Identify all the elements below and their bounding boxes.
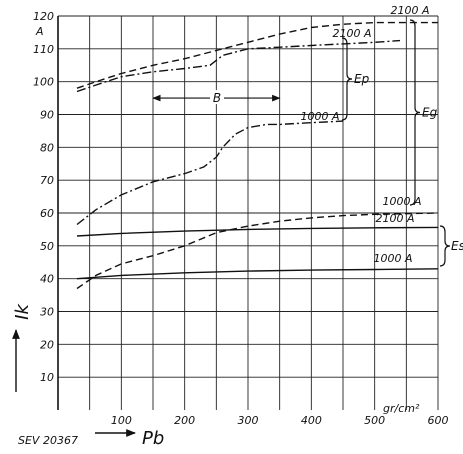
annotations: B Ep Eg Es [152, 19, 463, 267]
x-axis-label: Pb [142, 428, 164, 449]
series-label: 2100 A [390, 4, 429, 17]
y-tick-label: 120 [33, 10, 54, 23]
series-label: 2100 A [332, 27, 371, 40]
series-label: 1000 A [300, 110, 339, 123]
x-tick-label: 500 [364, 414, 385, 427]
y-tick-label: 90 [40, 109, 54, 122]
series-line [76, 268, 439, 280]
ep-label: Ep [354, 72, 370, 86]
y-axis-label: Ik [12, 303, 33, 320]
eg-label: Eg [422, 106, 438, 120]
x-tick-label: 100 [111, 414, 132, 427]
x-tick-label: 600 [428, 414, 449, 427]
x-tick-label: 400 [301, 414, 322, 427]
y-tick-label: 110 [33, 43, 54, 56]
y-axis-title: Ik [12, 303, 33, 392]
brace [409, 19, 421, 206]
series-line [76, 21, 438, 89]
y-tick-label: 30 [40, 306, 54, 319]
y-tick-label: 40 [40, 273, 54, 286]
y-unit-label: A [35, 25, 44, 38]
tick-labels: 10 20 30 40 50 60 70 80 90 100 110 120 100 200 300 400 5… [33, 10, 449, 427]
brace [439, 225, 451, 267]
series-label: 1000 A [373, 252, 412, 265]
series-label: 1000 A [382, 195, 421, 208]
series-line [76, 39, 401, 93]
series-line [76, 120, 344, 226]
brace [341, 37, 353, 121]
figure-id: SEV 20367 [18, 434, 78, 447]
range-label-bg [210, 90, 224, 105]
range-label: B [213, 91, 221, 105]
y-tick-label: 20 [40, 338, 54, 351]
series-label: 2100 A [375, 212, 414, 225]
y-tick-label: 100 [33, 76, 54, 89]
series-line [76, 226, 439, 237]
y-tick-label: 60 [40, 207, 54, 220]
series-lines [76, 21, 439, 290]
y-tick-label: 70 [40, 174, 54, 187]
y-tick-label: 50 [40, 240, 54, 253]
series-line [76, 212, 439, 290]
x-tick-label: 300 [238, 414, 259, 427]
x-axis-title: Pb [95, 428, 164, 449]
x-tick-label: 200 [174, 414, 195, 427]
x-unit-label: gr/cm² [383, 402, 420, 415]
grid [57, 15, 439, 410]
y-tick-label: 10 [40, 371, 54, 384]
y-tick-label: 80 [40, 141, 54, 154]
series-labels: 2100 A 2100 A 1000 A 1000 A 2100 A 1000 A [300, 4, 429, 265]
es-label: Es [451, 239, 463, 253]
